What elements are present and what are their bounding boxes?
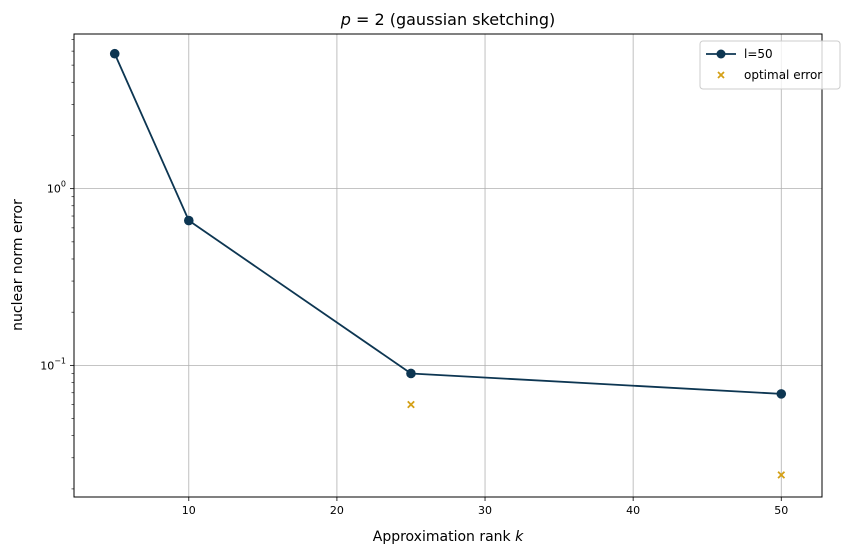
legend: l=50 optimal error (699, 40, 841, 90)
legend-x-swatch (717, 71, 725, 79)
chart-title-text: = 2 (gaussian sketching) (351, 10, 555, 29)
chart-title: p = 2 (gaussian sketching) (340, 10, 556, 29)
x-tick-label: 10 (182, 504, 196, 517)
y-axis-label: nuclear norm error (10, 199, 26, 331)
grid (74, 34, 822, 497)
chart-title-math: p (340, 10, 351, 29)
x-tick-label: 50 (774, 504, 788, 517)
data-point (776, 389, 787, 399)
axis-ticks: 10 20 30 40 50 10−1 100 (40, 38, 788, 517)
legend-label-series-1: l=50 (744, 47, 773, 61)
plot-area-frame (73, 33, 823, 498)
series-line (113, 53, 782, 395)
x-axis-label-text: Approximation rank (373, 529, 512, 545)
scatter-point (407, 400, 415, 409)
x-axis-label-math: k (515, 529, 524, 545)
legend-box (699, 40, 841, 90)
x-axis-label: Approximation rank k (373, 529, 524, 545)
data-point (109, 48, 120, 59)
y-tick-label: 10−1 (40, 356, 66, 372)
x-tick-label: 20 (330, 504, 344, 517)
scatter-point (777, 471, 786, 479)
data-point (183, 215, 194, 226)
legend-label-series-2: optimal error (744, 68, 822, 82)
series-layer (109, 48, 787, 479)
x-tick-label: 30 (478, 504, 492, 517)
data-point (406, 368, 416, 379)
x-tick-label: 40 (626, 504, 640, 517)
y-tick-label: 100 (47, 180, 66, 196)
legend-marker-swatch (716, 49, 726, 59)
